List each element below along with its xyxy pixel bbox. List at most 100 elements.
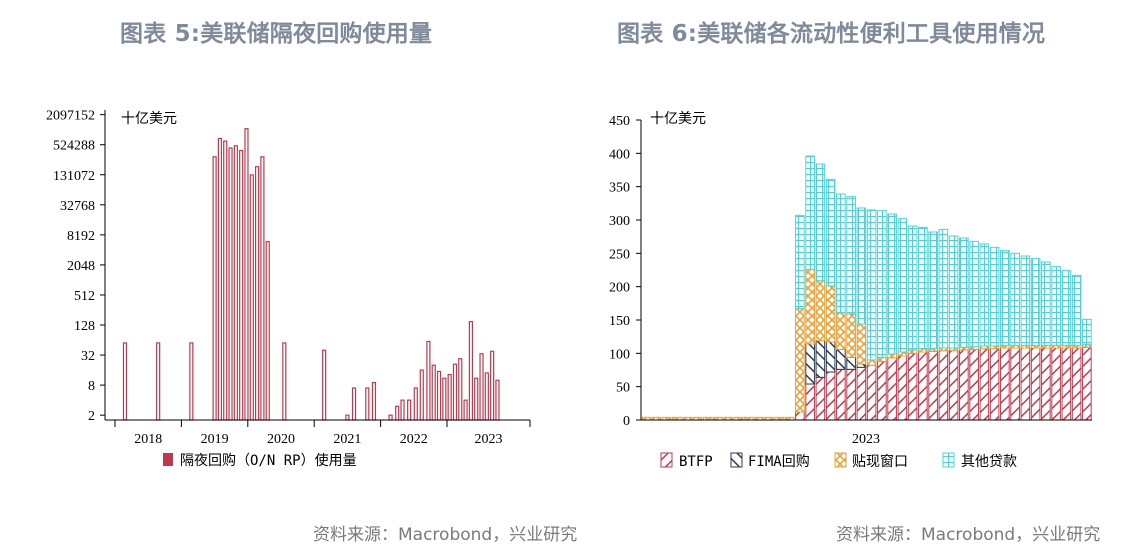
left-y-tick-label: 8 [88,379,95,394]
left-bar [239,149,244,421]
bar-segment-other-loans [1030,258,1041,346]
left-bar [122,342,128,421]
left-bar [260,156,265,421]
left-y-tick-label: 2097152 [46,109,95,124]
left-y-tick-label: 524288 [53,139,95,154]
bar-segment-btfp [1000,347,1010,421]
chart-title-right: 图表 6:美联储各流动性便利工具使用情况 [617,21,1046,47]
left-x-axis: 2018 2019 2020 2021 2022 2023 [105,419,531,447]
left-x-tick-label: 2019 [201,432,229,447]
left-bar [217,137,223,421]
left-bar [495,379,500,421]
left-bar [419,369,424,421]
bar-segment-other-loans [969,240,979,348]
bar-segment-discount-window [887,353,897,359]
legend-swatch-discount-window [834,452,847,468]
legend-label-discount-window: 贴现窗口 [852,453,908,470]
left-y-tick-label: 128 [74,319,95,334]
left-bar [388,414,393,421]
bar-segment-discount-window [836,312,846,350]
bar-segment-discount-window [805,268,815,345]
legend-label-other-loans: 其他贷款 [961,454,1017,470]
right-y-tick-label: 150 [609,314,630,329]
right-unit-label: 十亿美元 [650,111,706,127]
right-y-tick-label: 200 [609,281,630,296]
bar-segment-other-loans [887,213,897,355]
bar-segment-btfp [846,368,856,421]
left-bar [244,128,249,421]
bar-segment-other-loans [1020,255,1031,346]
bar-segment-other-loans [1000,250,1010,346]
bar-segment-btfp [1020,347,1031,421]
bar-segment-discount-window [866,359,877,366]
source-note-right: 资料来源：Macrobond，兴业研究 [836,525,1101,545]
bar-segment-fima [836,348,846,370]
bar-segment-btfp [805,383,815,421]
bar-segment-discount-window [825,285,836,343]
bar-segment-other-loans [897,218,908,353]
bar-segment-btfp [1010,347,1020,421]
legend-swatch-on-rp [163,453,173,466]
left-bar [351,387,357,421]
left-x-tick-label: 2022 [400,432,428,447]
bar-segment-other-loans [1041,261,1051,346]
bar-segment-btfp [877,360,887,421]
bar-segment-other-loans [805,155,815,270]
left-y-tick-label: 32 [81,349,95,364]
left-x-tick-label: 2018 [134,432,162,447]
left-y-tick-label: 2048 [67,259,95,274]
chart-title-left: 图表 5:美联储隔夜回购使用量 [120,21,433,47]
bar-segment-other-loans [989,246,1000,347]
source-note-left: 资料来源：Macrobond，兴业研究 [313,525,578,545]
bar-segment-other-loans [846,196,856,315]
bar-segment-other-loans [979,243,990,347]
bar-segment-discount-window [795,308,805,413]
right-legend: BTFP FIMA回购 贴现窗口 其他贷款 [660,452,1017,470]
right-chart: 十亿美元 0 50 100 150 200 250 300 350 400 450 2023 BT… [609,111,1092,470]
bar-segment-btfp [866,364,877,421]
bar-segment-btfp [815,376,826,421]
bar-segment-other-loans [866,209,877,361]
left-y-tick-label: 32768 [60,199,95,214]
bar-segment-btfp [825,371,836,421]
left-bar [436,370,442,421]
left-x-tick-label: 2023 [475,432,503,447]
left-bar [395,405,400,421]
left-bar [468,320,474,421]
right-y-tick-label: 250 [609,247,630,262]
bar-segment-other-loans [877,210,887,358]
bar-segment-btfp [959,349,969,421]
bar-segment-other-loans [1061,270,1072,346]
bar-segment-discount-window [877,356,887,362]
left-bar [426,340,431,421]
right-bars [641,155,1092,421]
bar-segment-other-loans [856,207,867,325]
bar-segment-other-loans [959,237,969,348]
bar-segment-other-loans [795,214,805,310]
bar-segment-btfp [897,355,908,421]
left-bar [282,342,287,421]
legend-swatch-fima [730,452,743,468]
left-bar [447,373,452,421]
right-y-axis: 0 50 100 150 200 250 300 350 400 450 [609,114,642,429]
left-bar [458,358,463,421]
left-bar [156,342,161,421]
left-unit-label: 十亿美元 [121,111,177,127]
bar-segment-btfp [887,357,897,421]
bar-segment-btfp [1061,347,1072,421]
right-y-tick-label: 350 [609,181,630,196]
bar-segment-other-loans [1051,266,1061,346]
bar-segment-other-loans [918,226,928,350]
bar-segment-btfp [856,366,867,421]
left-bar [223,140,228,421]
bar-segment-fima [815,340,826,378]
left-bar [413,387,418,421]
left-bar [228,147,233,421]
bar-segment-btfp [836,368,846,421]
left-bar [371,381,377,421]
bar-segment-other-loans [948,235,959,349]
bar-segment-btfp [979,348,990,421]
bar-segment-fima [805,343,815,385]
bar-segment-btfp [938,350,949,421]
